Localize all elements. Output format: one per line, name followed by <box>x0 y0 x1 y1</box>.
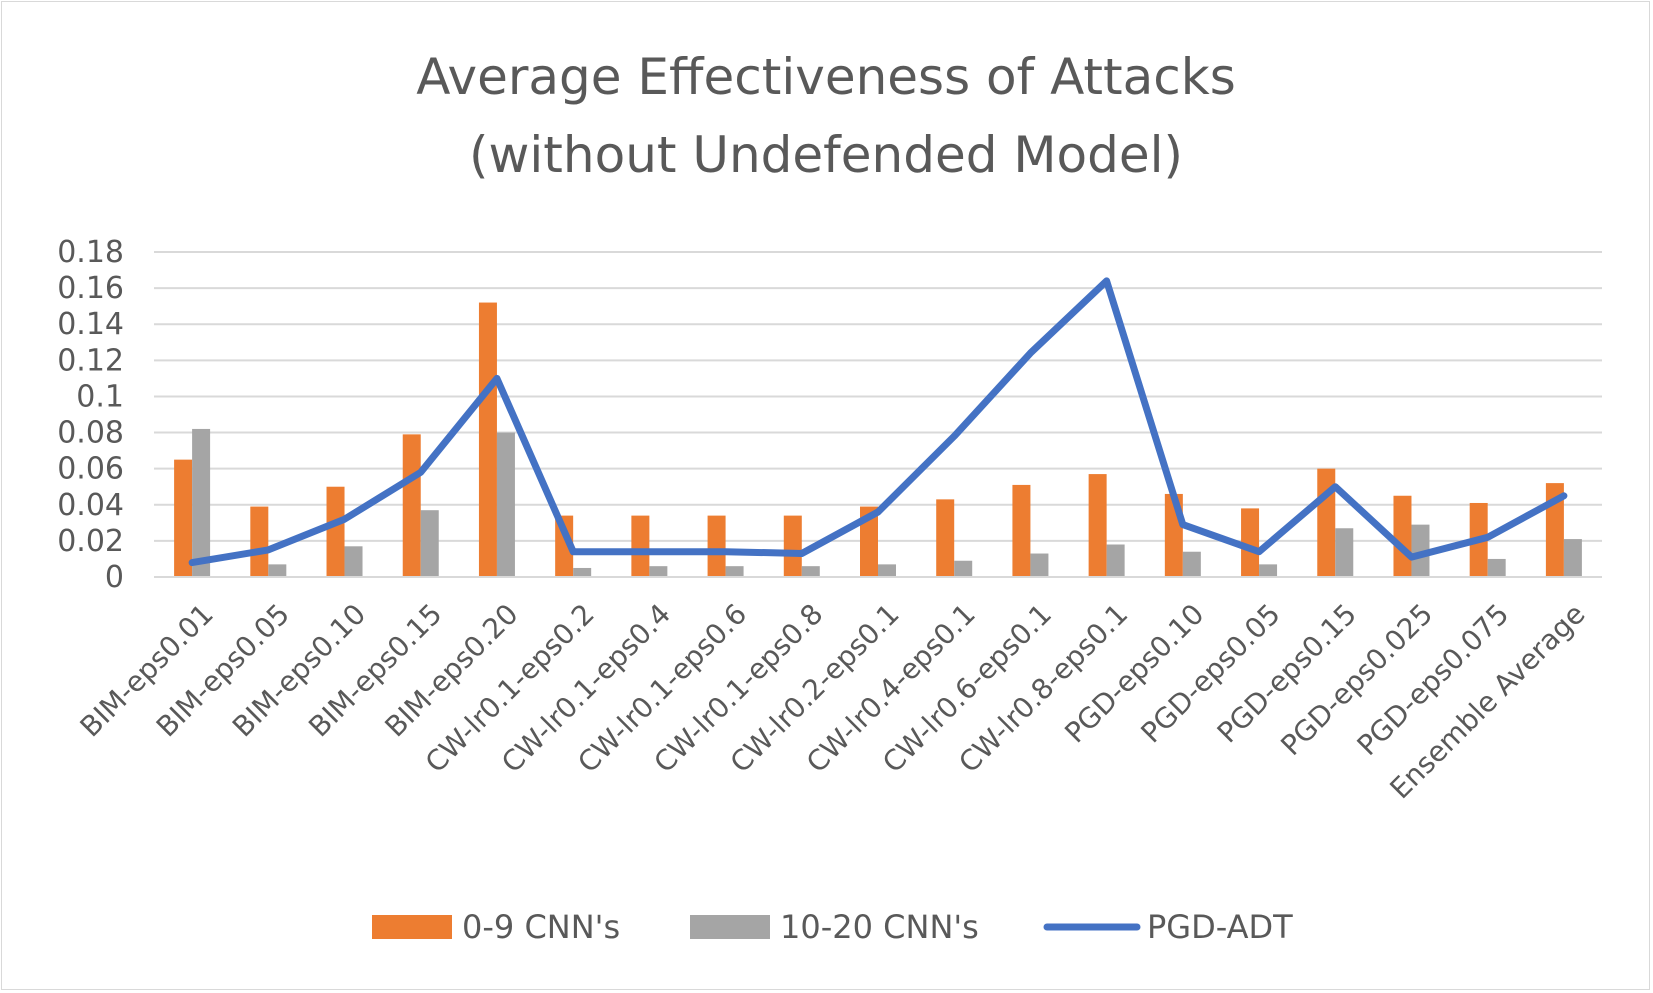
legend-label: PGD-ADT <box>1147 908 1293 946</box>
chart-title-line-2: (without Undefended Model) <box>469 126 1183 184</box>
y-tick-label: 0.14 <box>57 307 124 342</box>
legend-swatch <box>690 915 770 939</box>
y-tick-label: 0.16 <box>57 271 124 306</box>
series-line-pgd-adt <box>188 277 1568 567</box>
bar-b <box>344 546 363 577</box>
gridlines <box>154 251 1602 542</box>
bar-b <box>725 566 744 577</box>
x-category-label: BIM-eps0.15 <box>302 597 448 743</box>
y-tick-label: 0.1 <box>76 379 124 414</box>
legend-label: 10-20 CNN's <box>780 908 979 946</box>
bar-a <box>174 459 193 577</box>
bar-b <box>1487 558 1506 577</box>
legend: 0-9 CNN's 10-20 CNN's PGD-ADT <box>372 908 1293 946</box>
legend-swatch <box>372 915 452 939</box>
bar-b <box>1106 544 1125 577</box>
line-series <box>188 277 1568 567</box>
x-category-label: BIM-eps0.10 <box>226 597 372 743</box>
x-axis-category-labels: BIM-eps0.01BIM-eps0.05BIM-eps0.10BIM-eps… <box>74 597 1592 805</box>
x-category-label: BIM-eps0.20 <box>378 597 524 743</box>
bar-b <box>1259 564 1278 577</box>
legend-label: 0-9 CNN's <box>462 908 620 946</box>
y-tick-label: 0.06 <box>57 452 124 487</box>
bar-a <box>402 434 421 577</box>
bar-a <box>936 499 955 577</box>
bar-a <box>555 515 574 577</box>
bar-series <box>174 302 1582 577</box>
chart-title-line-1: Average Effectiveness of Attacks <box>416 48 1236 106</box>
y-axis-tick-labels: 00.020.040.060.080.10.120.140.160.18 <box>57 235 124 595</box>
bar-a <box>783 515 802 577</box>
bar-a <box>860 506 878 577</box>
bar-b <box>1182 551 1201 577</box>
bar-b <box>496 432 515 577</box>
bar-b <box>1030 553 1049 577</box>
chart-title: Average Effectiveness of Attacks (withou… <box>416 48 1236 184</box>
bar-a <box>250 506 269 577</box>
bar-b <box>801 566 820 577</box>
bar-b <box>573 567 592 577</box>
bar-a <box>1241 508 1260 577</box>
bar-b <box>268 564 287 577</box>
bar-b <box>420 510 439 577</box>
x-category-label: BIM-eps0.01 <box>74 597 220 743</box>
bar-b <box>1563 539 1582 577</box>
bar-b <box>878 564 896 577</box>
y-tick-label: 0.04 <box>57 488 124 523</box>
bar-b <box>192 428 211 577</box>
bar-b <box>649 566 668 577</box>
bar-a <box>1393 495 1412 577</box>
bar-a <box>1088 474 1107 577</box>
bar-a <box>631 515 650 577</box>
bar-b <box>1411 524 1430 577</box>
bar-a <box>478 302 497 577</box>
bar-a <box>707 515 726 577</box>
bar-a <box>1012 484 1031 577</box>
bar-a <box>326 486 345 577</box>
y-tick-label: 0.12 <box>57 343 124 378</box>
x-category-label: BIM-eps0.05 <box>150 597 296 743</box>
y-tick-label: 0 <box>105 560 124 595</box>
bar-b <box>1335 528 1354 577</box>
y-tick-label: 0.02 <box>57 524 124 559</box>
y-tick-label: 0.08 <box>57 416 124 451</box>
y-tick-label: 0.18 <box>57 235 124 270</box>
bar-b <box>954 560 973 577</box>
